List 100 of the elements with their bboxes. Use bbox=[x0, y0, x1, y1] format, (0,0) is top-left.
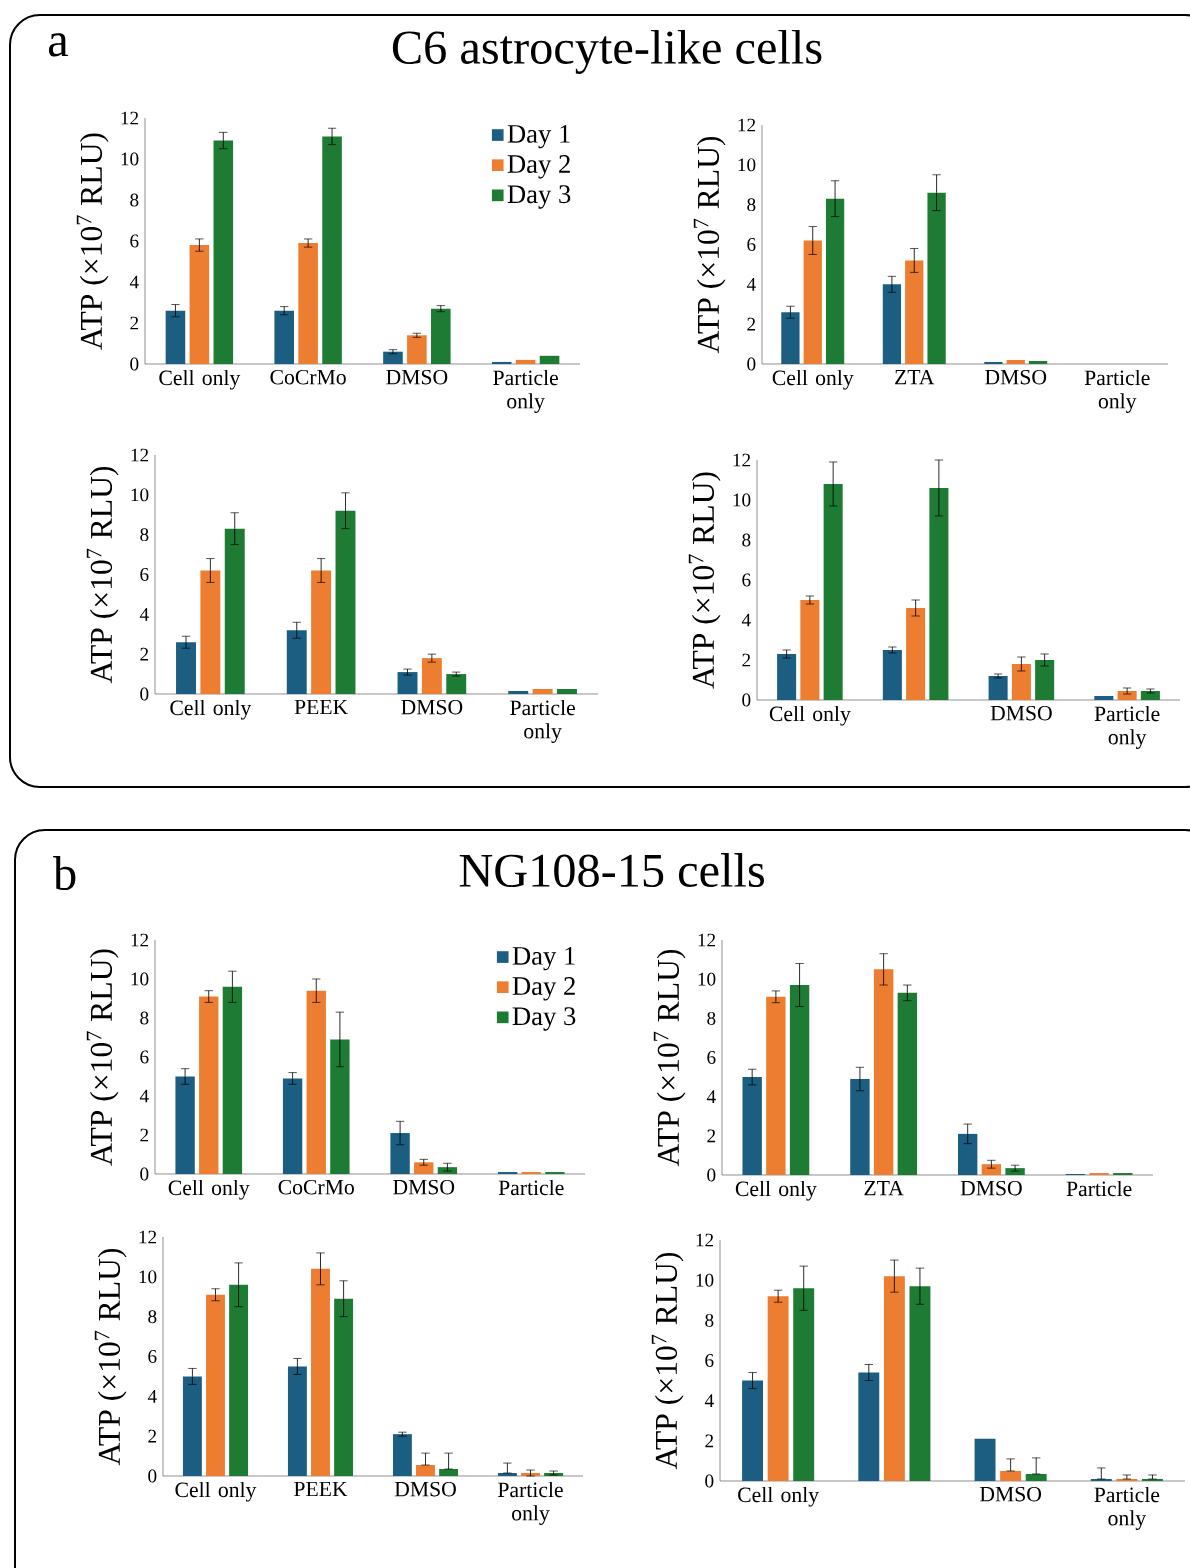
bar bbox=[800, 599, 820, 700]
bar bbox=[200, 570, 221, 694]
y-tick-label: 2 bbox=[140, 1128, 149, 1142]
y-tick-label: 8 bbox=[130, 193, 139, 207]
legend-label: Day 2 bbox=[507, 155, 570, 179]
bar bbox=[825, 198, 845, 364]
x-tick-label: Particle only bbox=[493, 369, 558, 413]
x-tick-label: ZTA bbox=[895, 369, 935, 385]
y-tick-label: 10 bbox=[139, 1270, 157, 1284]
bar bbox=[557, 689, 577, 694]
bar bbox=[1025, 1473, 1047, 1481]
bar bbox=[330, 1039, 350, 1174]
bar bbox=[431, 308, 451, 364]
bar bbox=[957, 1133, 978, 1175]
bar bbox=[1028, 361, 1048, 364]
y-tick-label: 4 bbox=[746, 278, 756, 291]
y-tick-label: 4 bbox=[706, 1090, 716, 1103]
bar bbox=[439, 1469, 459, 1476]
y-tick-label: 4 bbox=[147, 1390, 157, 1403]
text: b bbox=[53, 856, 76, 891]
x-tick-label: DMSO bbox=[985, 369, 1047, 385]
y-tick-label: 2 bbox=[140, 647, 149, 661]
bar bbox=[1006, 360, 1025, 364]
bar bbox=[532, 689, 553, 694]
bar bbox=[287, 1366, 307, 1476]
y-tick-label: 6 bbox=[140, 568, 149, 581]
bar bbox=[789, 985, 810, 1175]
x-tick-label: Particle only bbox=[1094, 705, 1160, 749]
y-tick-label: 6 bbox=[130, 234, 139, 248]
x-tick-label: Particle only bbox=[510, 699, 575, 743]
y-tick-label: 0 bbox=[140, 1167, 149, 1181]
y-axis-title: ATP (×10$^{7}$ RLU) bbox=[653, 949, 686, 1167]
bar bbox=[416, 1465, 435, 1476]
legend-label: Day 2 bbox=[512, 977, 575, 1001]
x-tick-label: Cell only bbox=[769, 705, 851, 726]
y-tick-label: 8 bbox=[140, 528, 149, 542]
legend-label: Day 3 bbox=[507, 185, 571, 209]
y-tick-label: 2 bbox=[130, 316, 139, 330]
y-tick-label: 2 bbox=[148, 1429, 157, 1443]
y-axis-title: ATP (×10$^{7}$ RLU) bbox=[688, 472, 721, 689]
bar bbox=[882, 284, 902, 364]
bar bbox=[213, 140, 234, 364]
y-tick-label: 0 bbox=[140, 687, 149, 701]
x-tick-label: DMSO bbox=[979, 1486, 1042, 1502]
y-tick-label: 0 bbox=[148, 1469, 157, 1483]
bar bbox=[1011, 663, 1031, 700]
y-tick-label: 12 bbox=[738, 118, 756, 132]
bar bbox=[766, 996, 786, 1175]
y-tick-label: 10 bbox=[696, 1273, 714, 1287]
bar bbox=[286, 630, 307, 694]
bar bbox=[850, 1079, 870, 1175]
y-tick-label: 2 bbox=[707, 1129, 716, 1143]
bar bbox=[306, 990, 326, 1174]
bar bbox=[539, 355, 560, 364]
y-tick-label: 10 bbox=[121, 152, 139, 166]
bar bbox=[206, 1294, 225, 1476]
x-tick-label: Cell only bbox=[175, 1481, 257, 1502]
bar bbox=[189, 245, 210, 364]
bar bbox=[781, 312, 800, 364]
y-tick-label: 12 bbox=[139, 1230, 157, 1244]
bar bbox=[322, 136, 342, 364]
x-tick-label: PEEK bbox=[294, 1481, 348, 1497]
bar bbox=[883, 1276, 905, 1481]
y-tick-label: 2 bbox=[747, 317, 756, 331]
y-tick-label: 8 bbox=[148, 1310, 157, 1324]
bar bbox=[929, 487, 949, 700]
text: a bbox=[48, 33, 69, 57]
y-tick-label: 4 bbox=[704, 1394, 714, 1407]
bar bbox=[491, 361, 512, 364]
bar bbox=[1035, 660, 1055, 700]
x-tick-label: ZTA bbox=[864, 1180, 904, 1196]
y-axis-title: ATP (×10$^{7}$ RLU) bbox=[86, 466, 119, 684]
y-tick-label: 6 bbox=[148, 1350, 157, 1363]
bar bbox=[334, 1298, 354, 1476]
bar bbox=[390, 1133, 410, 1174]
x-tick-label: Particle bbox=[498, 1179, 564, 1196]
bar bbox=[777, 654, 797, 700]
y-tick-label: 2 bbox=[705, 1434, 714, 1448]
y-tick-label: 6 bbox=[747, 238, 756, 251]
bar bbox=[793, 1288, 815, 1481]
bar bbox=[392, 1434, 412, 1476]
y-tick-label: 8 bbox=[707, 1011, 716, 1025]
bar bbox=[182, 1376, 202, 1476]
y-tick-label: 8 bbox=[742, 533, 751, 547]
bar bbox=[229, 1284, 249, 1476]
y-tick-label: 10 bbox=[733, 493, 751, 507]
y-tick-label: 12 bbox=[131, 933, 149, 947]
x-tick-label: DMSO bbox=[401, 699, 463, 715]
bar bbox=[803, 240, 822, 364]
y-tick-label: 4 bbox=[129, 275, 139, 289]
bar bbox=[282, 1078, 303, 1174]
legend-label: Day 1 bbox=[512, 947, 575, 971]
x-tick-label: DMSO bbox=[990, 705, 1052, 721]
y-axis-title: ATP (×10$^{7}$ RLU) bbox=[651, 1252, 684, 1470]
bar bbox=[1094, 696, 1114, 700]
x-tick-label: CoCrMo bbox=[270, 369, 346, 385]
y-tick-label: 6 bbox=[705, 1354, 714, 1367]
y-tick-label: 4 bbox=[139, 1089, 149, 1103]
bar bbox=[446, 674, 467, 694]
x-tick-label: Cell only bbox=[772, 369, 854, 390]
